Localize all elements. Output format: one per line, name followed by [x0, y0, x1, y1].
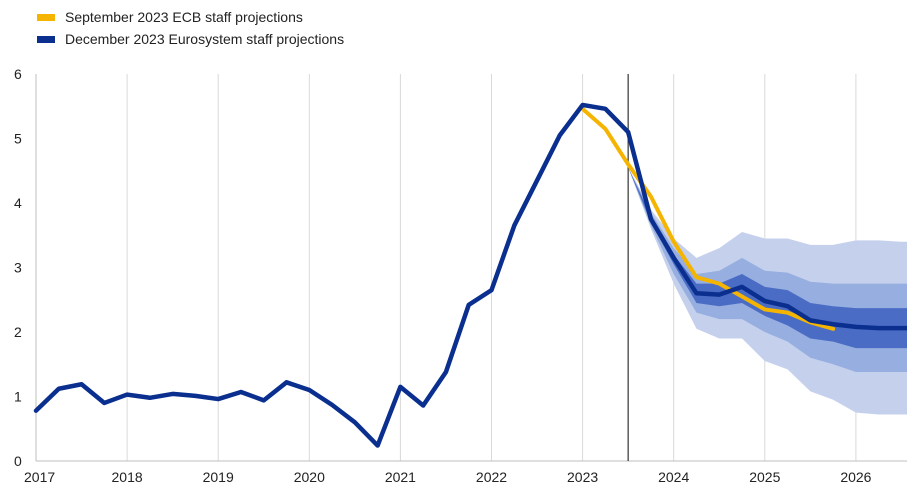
x-tick-label-2026: 2026	[840, 469, 871, 485]
legend-swatch-september	[37, 13, 55, 21]
uncertainty-band-3	[628, 167, 907, 349]
y-tick-label-2: 2	[14, 324, 22, 340]
y-tick-label-5: 5	[14, 131, 22, 147]
legend-swatch-december	[37, 35, 55, 43]
legend-item-september: September 2023 ECB staff projections	[37, 6, 344, 28]
legend-label-december: December 2023 Eurosystem staff projectio…	[65, 31, 345, 47]
legend-item-december: December 2023 Eurosystem staff projectio…	[37, 28, 344, 50]
legend-label-september: September 2023 ECB staff projections	[65, 9, 303, 25]
y-tick-label-1: 1	[14, 389, 22, 405]
x-tick-label-2025: 2025	[749, 469, 780, 485]
x-tick-label-2023: 2023	[567, 469, 598, 485]
series-line-1	[580, 106, 836, 331]
y-tick-label-4: 4	[14, 195, 22, 211]
series-line-2	[33, 102, 907, 448]
x-tick-label-2019: 2019	[203, 469, 234, 485]
x-tick-label-2020: 2020	[294, 469, 325, 485]
y-tick-label-3: 3	[14, 260, 22, 276]
x-tick-label-2022: 2022	[476, 469, 507, 485]
x-tick-label-2017: 2017	[24, 469, 55, 485]
y-tick-label-0: 0	[14, 453, 22, 469]
x-tick-label-2021: 2021	[385, 469, 416, 485]
x-tick-label-2024: 2024	[658, 469, 689, 485]
y-tick-label-6: 6	[14, 66, 22, 82]
chart-legend: September 2023 ECB staff projections Dec…	[37, 6, 344, 50]
x-tick-label-2018: 2018	[112, 469, 143, 485]
